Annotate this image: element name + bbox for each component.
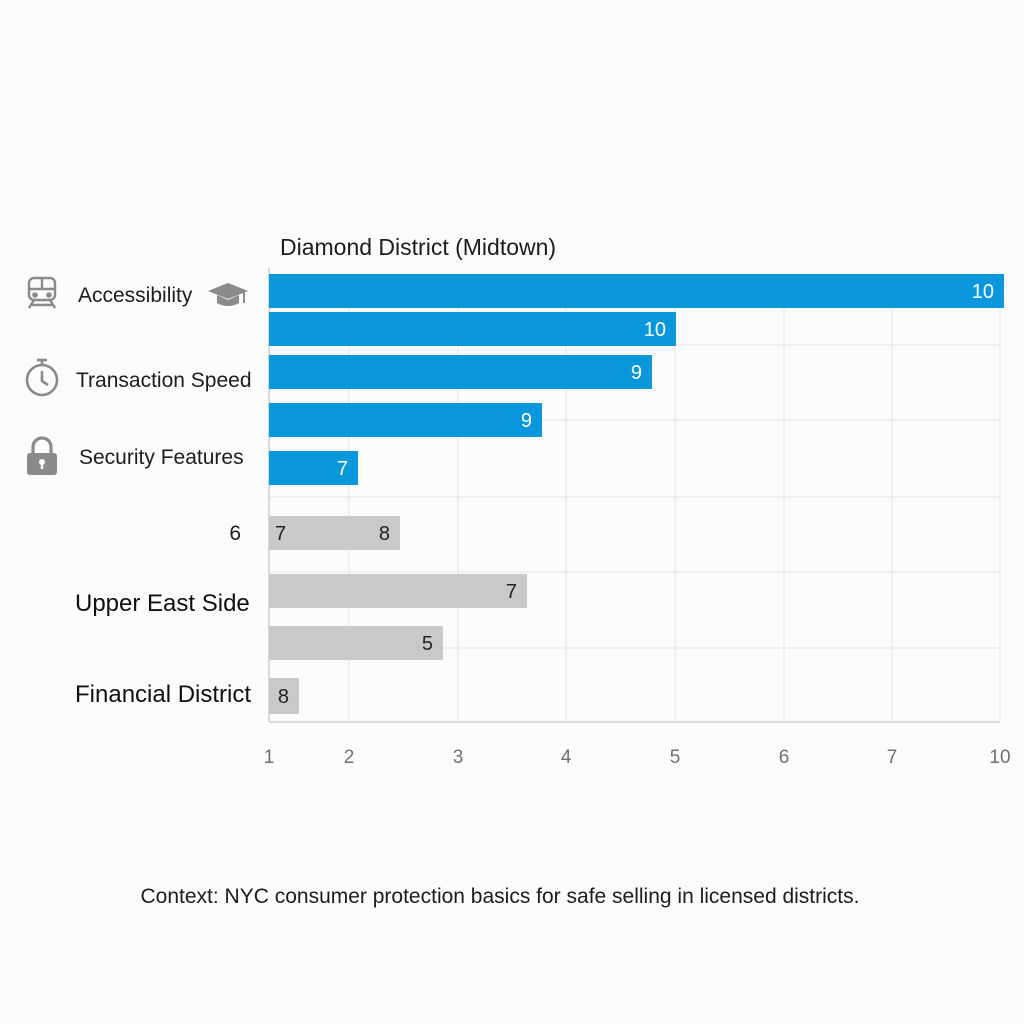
bar-value-label: 10: [972, 281, 994, 303]
stopwatch-icon: [25, 358, 59, 397]
bar: [269, 626, 443, 660]
category-label: Security Features: [79, 446, 244, 469]
x-tick-label: 4: [561, 747, 572, 768]
bar-value-label: 10: [644, 319, 666, 341]
bar: [269, 355, 652, 389]
bar-value-label: 7: [506, 581, 517, 603]
train-icon: [27, 276, 57, 309]
bar-value-label: 8: [278, 686, 289, 708]
footer-note: Context: NYC consumer protection basics …: [140, 885, 860, 908]
x-tick-label: 1: [264, 747, 275, 768]
x-tick-label: 3: [453, 747, 464, 768]
bar: [269, 312, 676, 346]
graduation-cap-icon: [208, 283, 248, 306]
bar: [269, 516, 400, 550]
category-label: Financial District: [75, 681, 251, 708]
category-label: Accessibility: [78, 284, 193, 307]
x-tick-label: 10: [989, 747, 1010, 768]
chart-title: Diamond District (Midtown): [280, 234, 556, 260]
bar: [269, 678, 299, 714]
x-tick-label: 5: [670, 747, 681, 768]
bar-value-label: 5: [422, 633, 433, 655]
x-tick-label: 2: [344, 747, 355, 768]
padlock-icon: [27, 436, 57, 475]
category-label: Transaction Speed: [76, 369, 252, 392]
bar: [269, 574, 527, 608]
bar-value-label: 9: [631, 362, 642, 384]
category-label: 6: [229, 522, 241, 545]
bar: [269, 451, 358, 485]
bar: [269, 403, 542, 437]
bar-value-label: 9: [521, 410, 532, 432]
bar-value-label: 8: [379, 523, 390, 545]
x-tick-label: 7: [887, 747, 898, 768]
x-tick-label: 6: [779, 747, 790, 768]
x-axis-ticks: 1 2 3 4 5 6 7 10: [264, 747, 1011, 768]
bar-value-label: 7: [337, 458, 348, 480]
category-label: Upper East Side: [75, 590, 250, 617]
bar: [269, 274, 1004, 308]
bar-inner-label: 7: [275, 523, 286, 545]
category-labels: Accessibility Transaction Speed Security F…: [75, 284, 252, 708]
